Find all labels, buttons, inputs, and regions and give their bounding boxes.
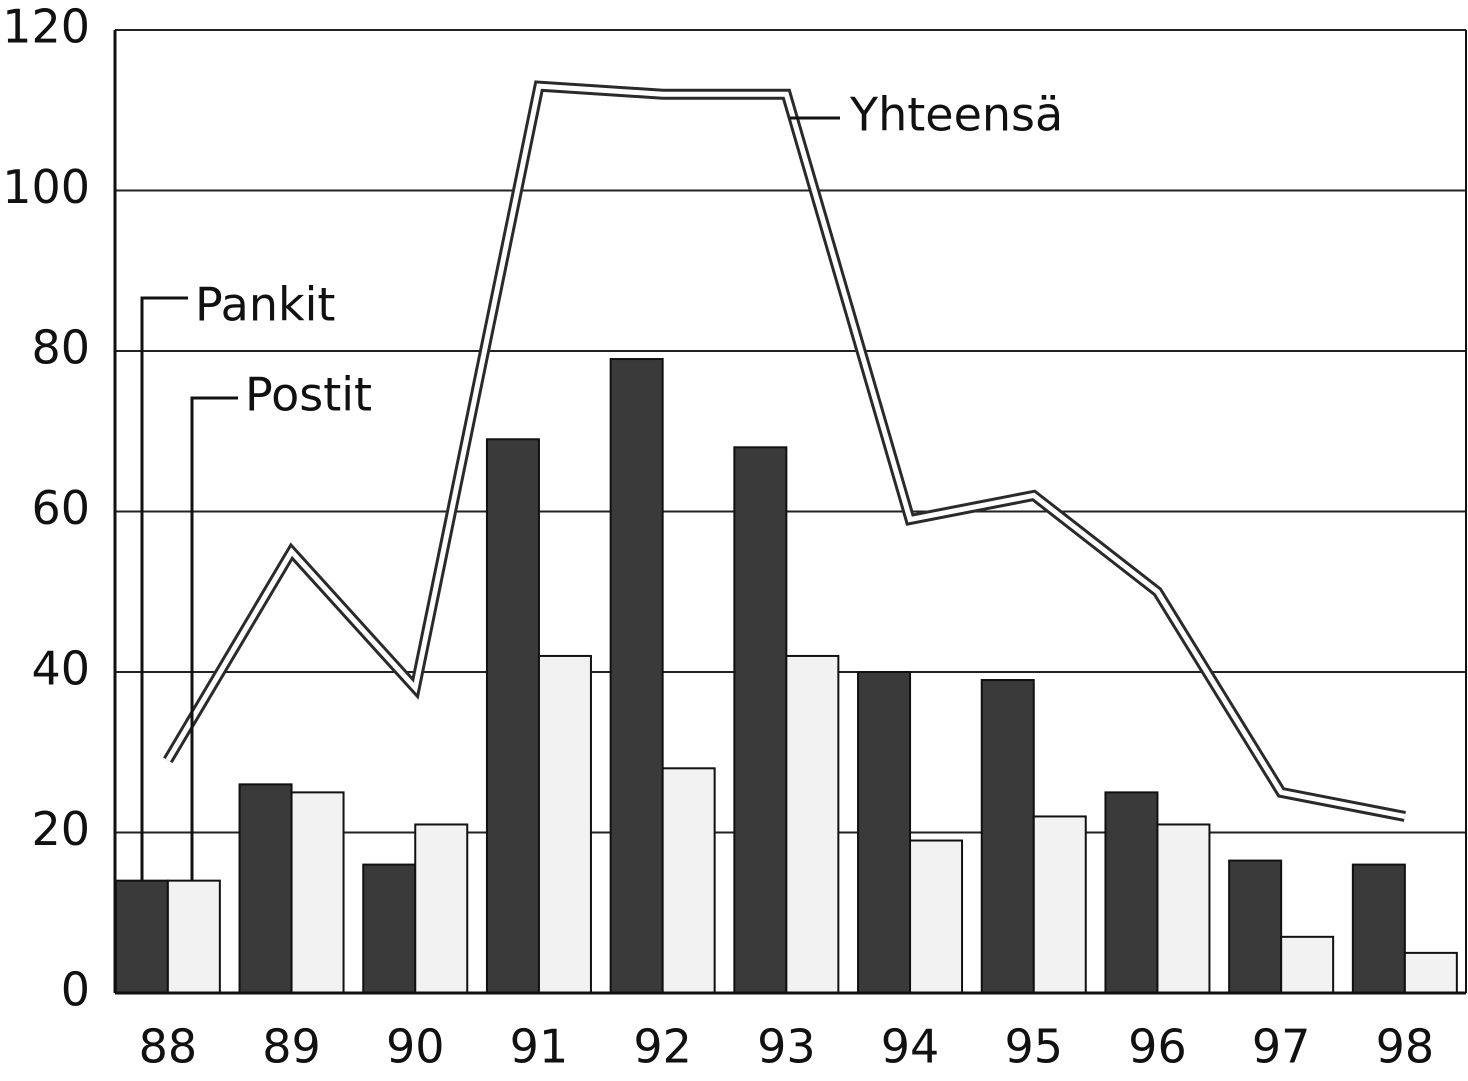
bar: [1229, 861, 1281, 993]
series-label: Postit: [245, 368, 372, 422]
x-tick-label: 90: [386, 1020, 445, 1074]
bar: [116, 881, 168, 993]
bar: [786, 656, 838, 993]
x-tick-label: 93: [757, 1020, 816, 1074]
series-label: Pankit: [195, 278, 335, 332]
x-tick-label: 95: [1004, 1020, 1063, 1074]
x-tick-label: 92: [633, 1020, 692, 1074]
y-tick-label: 0: [61, 963, 90, 1017]
chart: 0 20 40 60 80 100 120 88 89 90 91 92 93 94 95 96 97 98 Pan…: [0, 0, 1468, 1081]
leader-line: [192, 398, 238, 880]
leader-line: [142, 298, 188, 880]
bar: [611, 359, 663, 993]
x-tick-label: 98: [1376, 1020, 1435, 1074]
bar: [1105, 792, 1157, 993]
bar: [168, 881, 220, 993]
page: 0 20 40 60 80 100 120 88 89 90 91 92 93 94 95 96 97 98 Pan…: [0, 0, 1468, 1081]
bar: [415, 824, 467, 993]
y-tick-label: 20: [31, 802, 90, 856]
bar: [734, 447, 786, 993]
x-tick-label: 91: [510, 1020, 569, 1074]
bar: [910, 841, 962, 993]
x-tick-label: 88: [139, 1020, 198, 1074]
bar: [1157, 824, 1209, 993]
bar: [1034, 816, 1086, 993]
bar: [240, 784, 292, 993]
bar: [1405, 953, 1457, 993]
bar: [487, 439, 539, 993]
bar: [663, 768, 715, 993]
x-tick-label: 96: [1128, 1020, 1187, 1074]
bar: [858, 672, 910, 993]
y-tick-label: 40: [31, 642, 90, 696]
series-label: Yhteensä: [849, 88, 1063, 142]
y-tick-label: 100: [2, 160, 90, 214]
y-tick-label: 80: [31, 321, 90, 375]
bar: [292, 792, 344, 993]
y-tick-label: 120: [2, 0, 90, 54]
bar: [363, 865, 415, 993]
bar: [982, 680, 1034, 993]
bar: [1353, 865, 1405, 993]
bar: [1281, 937, 1333, 993]
x-tick-label: 97: [1252, 1020, 1311, 1074]
x-tick-label: 89: [262, 1020, 321, 1074]
bar: [539, 656, 591, 993]
x-tick-label: 94: [881, 1020, 940, 1074]
y-tick-label: 60: [31, 481, 90, 535]
